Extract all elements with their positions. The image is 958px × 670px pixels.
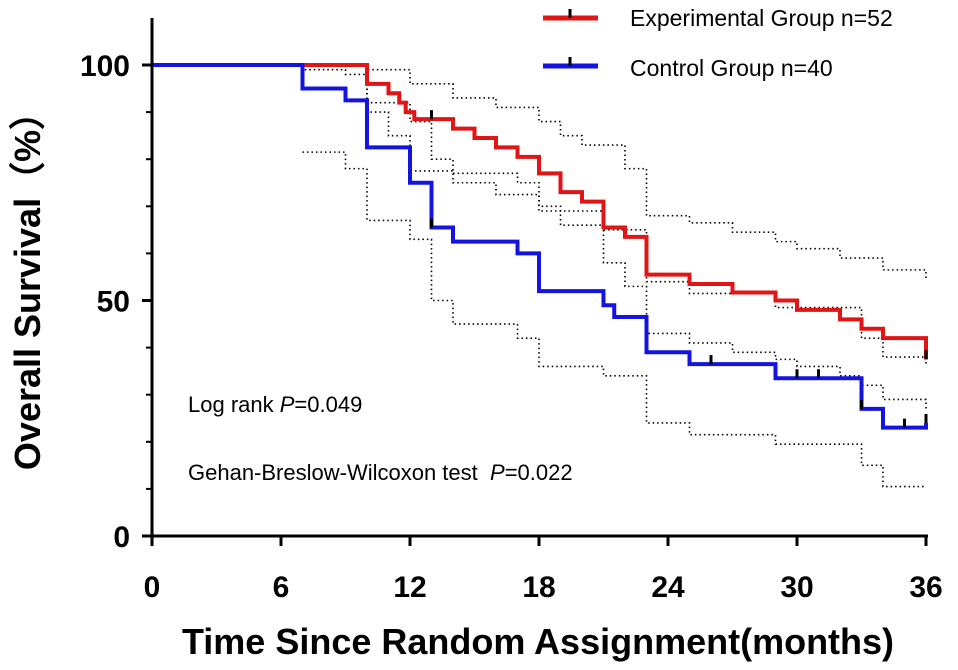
legend: Experimental Group n=52 Control Group n=… [543, 5, 893, 81]
x-tick-label: 24 [651, 571, 685, 604]
x-axis-title: Time Since Random Assignment(months) [182, 621, 894, 662]
log-rank-prefix: Log rank [188, 392, 280, 417]
experimental-ci-lower-band [152, 64, 927, 409]
x-tick-label: 30 [780, 571, 813, 604]
y-tick-label: 0 [113, 521, 130, 554]
legend-label-experimental: Experimental Group n=52 [630, 5, 893, 31]
x-tick-label: 6 [273, 571, 290, 604]
legend-label-control: Control Group n=40 [630, 55, 833, 81]
gehan-wilcoxon-value: =0.022 [505, 460, 573, 485]
survival-curves-layer [152, 63, 928, 430]
control-ci-upper-band [152, 64, 927, 367]
log-rank-value: =0.049 [294, 392, 362, 417]
y-axis-title: Overall Survival（%） [7, 94, 48, 470]
control-ci-lower-band [302, 151, 926, 488]
experimental-survival-line [152, 63, 928, 360]
log-rank-annotation: Log rank P=0.049 [188, 392, 362, 417]
x-tick-label: 0 [144, 571, 161, 604]
x-tick-label: 18 [522, 571, 555, 604]
experimental-ci-upper-band [152, 64, 927, 280]
ticks: 0 6 12 18 24 30 36 0 50 100 [80, 50, 943, 604]
legend-item-control: Control Group n=40 [543, 55, 833, 81]
censor-marks-layer [430, 110, 928, 428]
x-tick-label: 12 [393, 571, 426, 604]
y-tick-label: 100 [80, 50, 130, 83]
control-survival-line [152, 63, 928, 430]
log-rank-p-symbol: P [280, 392, 295, 417]
gehan-wilcoxon-prefix: Gehan-Breslow-Wilcoxon test [188, 460, 490, 485]
confidence-interval-layer [152, 64, 927, 488]
legend-item-experimental: Experimental Group n=52 [543, 5, 893, 31]
y-tick-label: 50 [97, 286, 130, 319]
gehan-wilcoxon-p-symbol: P [490, 460, 505, 485]
annotations: Log rank P=0.049 Gehan-Breslow-Wilcoxon … [188, 392, 573, 485]
gehan-wilcoxon-annotation: Gehan-Breslow-Wilcoxon test P=0.022 [188, 460, 573, 485]
x-tick-label: 36 [909, 571, 942, 604]
